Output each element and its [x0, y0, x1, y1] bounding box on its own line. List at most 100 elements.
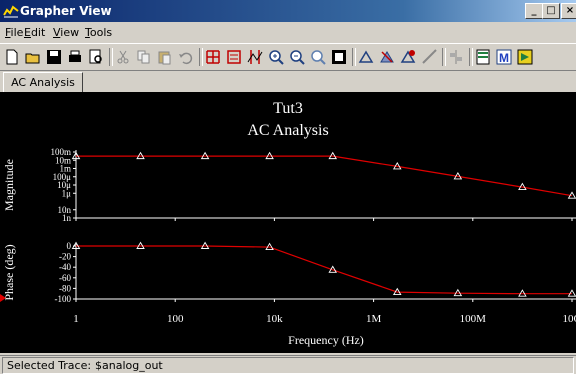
grapher-app-icon — [3, 5, 19, 18]
phase-data-point — [71, 241, 81, 249]
toolbar: M — [0, 43, 576, 71]
menu-edit[interactable]: Edit — [24, 26, 45, 39]
select-marks-icon[interactable] — [357, 48, 375, 66]
status-label: Selected Trace: — [7, 359, 92, 372]
cut-icon[interactable] — [114, 48, 132, 66]
menu-view-label: iew — [60, 26, 80, 39]
magnitude-data-point — [265, 151, 274, 160]
x-tick-label: 10k — [266, 313, 283, 325]
undo-icon[interactable] — [177, 48, 195, 66]
svg-text:M: M — [499, 51, 509, 65]
toolbar-separator — [469, 48, 473, 66]
magnitude-y-tick-label: 100m — [50, 147, 71, 157]
print-icon[interactable] — [66, 48, 84, 66]
menu-view-key: V — [53, 26, 61, 39]
toggle-legend-icon[interactable] — [225, 48, 243, 66]
phase-data-point — [518, 289, 527, 297]
phase-data-point — [453, 288, 463, 297]
open-icon[interactable] — [24, 48, 42, 66]
magnitude-y-tick-label: 10μ — [57, 180, 71, 190]
print-preview-icon[interactable] — [87, 48, 105, 66]
graph-area[interactable]: Tut3 AC Analysis 100m 10m 1m 100μ 10μ 1μ 10n 1n Ma… — [0, 92, 576, 353]
phase-y-tick-label: -100 — [55, 294, 72, 304]
export-excel-icon[interactable] — [474, 48, 492, 66]
magnitude-y-tick-label: 1m — [59, 164, 71, 174]
magnitude-data-point — [453, 172, 463, 180]
phase-y-tick-label: -20 — [59, 252, 71, 262]
menu-edit-label: dit — [30, 26, 46, 39]
export-labview-icon[interactable] — [516, 48, 534, 66]
phase-y-axis-label: Phase (deg) — [2, 244, 16, 300]
x-tick-label: 1 — [73, 313, 79, 325]
menu-file-key: F — [5, 26, 11, 39]
magnitude-trace — [76, 155, 573, 197]
menu-file-label: ile — [10, 26, 24, 39]
title-bar[interactable]: Grapher View _ □ × — [0, 0, 576, 22]
tab-ac-analysis[interactable]: AC Analysis — [3, 72, 83, 93]
save-icon[interactable] — [45, 48, 63, 66]
maximize-button[interactable]: □ — [542, 3, 560, 19]
phase-trace — [76, 245, 572, 295]
magnitude-y-tick-label: 100μ — [53, 172, 72, 182]
window-title: Grapher View — [20, 4, 112, 18]
graph-title: Tut3 — [273, 100, 303, 117]
toolbar-separator — [109, 48, 113, 66]
phase-data-point — [136, 241, 145, 249]
status-value: $analog_out — [95, 359, 163, 372]
phase-data-point — [328, 265, 338, 273]
zoom-full-icon[interactable] — [309, 48, 327, 66]
paste-icon[interactable] — [156, 48, 174, 66]
x-tick-label: 100 — [167, 313, 184, 325]
reverse-colors-icon[interactable] — [330, 48, 348, 66]
magnitude-y-tick-label: 1μ — [62, 188, 72, 198]
pen-icon[interactable] — [420, 48, 438, 66]
menu-tools-key: T — [85, 26, 90, 39]
phase-data-point — [200, 241, 210, 249]
graph-subtitle: AC Analysis — [247, 122, 328, 139]
toggle-grid-icon[interactable] — [204, 48, 222, 66]
menu-tools-label: ools — [89, 26, 113, 39]
show-marks-icon[interactable] — [378, 48, 396, 66]
magnitude-data-point — [136, 151, 145, 160]
menu-view[interactable]: View — [53, 26, 79, 39]
export-mathcad-icon[interactable]: M — [495, 48, 513, 66]
toolbar-separator — [199, 48, 203, 66]
tab-strip: AC Analysis — [0, 70, 576, 93]
x-tick-label: 10G — [563, 313, 576, 325]
x-tick-label: 100M — [460, 313, 487, 325]
magnitude-y-tick-label: 1n — [62, 213, 72, 223]
status-bar: Selected Trace: $analog_out — [0, 355, 576, 374]
phase-data-point — [265, 242, 274, 251]
zoom-out-icon[interactable] — [288, 48, 306, 66]
magnitude-data-point — [392, 162, 402, 170]
magnitude-y-tick-label: 10m — [55, 155, 71, 165]
magnitude-data-point — [200, 151, 210, 160]
cursors-icon[interactable] — [246, 48, 264, 66]
x-axis-label: Frequency (Hz) — [288, 333, 364, 347]
overlay-icon[interactable] — [447, 48, 465, 66]
x-tick-label: 1M — [366, 313, 382, 325]
phase-y-tick-label: -60 — [59, 273, 71, 283]
properties-icon[interactable] — [399, 48, 417, 66]
status-cell: Selected Trace: $analog_out — [2, 357, 574, 374]
minimize-button[interactable]: _ — [525, 3, 543, 19]
toolbar-separator — [352, 48, 356, 66]
phase-y-tick-label: -80 — [59, 283, 71, 293]
magnitude-data-point — [328, 151, 338, 160]
selected-trace-marker — [0, 294, 6, 302]
new-icon[interactable] — [3, 48, 21, 66]
magnitude-y-axis-label: Magnitude — [2, 159, 16, 211]
menu-file[interactable]: File — [5, 26, 23, 39]
menu-tools[interactable]: Tools — [85, 26, 112, 39]
magnitude-data-point — [518, 182, 527, 191]
zoom-in-icon[interactable] — [267, 48, 285, 66]
magnitude-y-tick-label: 10n — [58, 205, 72, 215]
phase-data-point — [567, 289, 576, 297]
copy-icon[interactable] — [135, 48, 153, 66]
menu-bar: File Edit View Tools — [0, 23, 576, 42]
close-button[interactable]: × — [561, 3, 576, 19]
magnitude-data-point — [567, 191, 576, 199]
phase-y-tick-label: -40 — [59, 262, 71, 272]
menu-edit-key: E — [24, 26, 31, 39]
